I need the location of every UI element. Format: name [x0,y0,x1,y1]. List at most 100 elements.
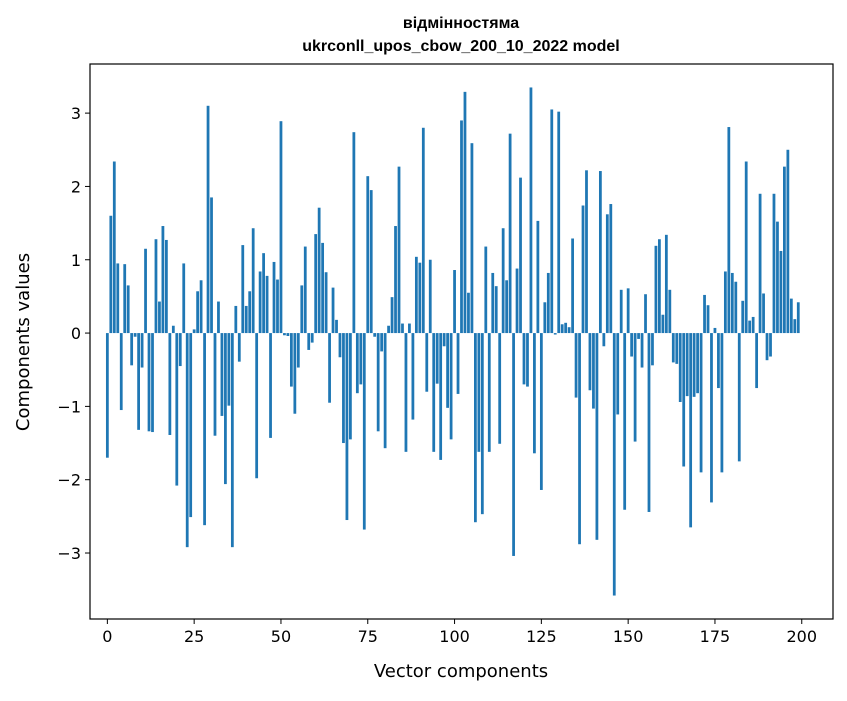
bar-component-71 [352,132,356,334]
bar-component-195 [783,166,786,334]
bar-component-16 [161,226,165,334]
bar-component-150 [626,288,630,334]
bar-component-110 [487,333,491,452]
bar-component-63 [324,272,328,334]
bar-component-87 [408,323,411,334]
bar-component-163 [671,333,675,363]
x-tick-label: 150 [613,627,644,646]
bar-component-139 [588,333,592,391]
bar-component-96 [439,333,443,460]
bar-component-35 [227,333,231,406]
bar-component-170 [696,333,699,394]
bar-component-177 [720,333,724,473]
bar-component-193 [776,221,779,334]
bar-component-26 [196,291,200,334]
bar-component-127 [546,272,550,334]
y-tick-label: 1 [71,251,81,270]
bar-component-37 [234,305,238,334]
bar-component-134 [571,238,574,334]
x-axis-label: Vector components [374,661,548,682]
bar-component-88 [411,333,415,420]
bar-component-14 [154,239,158,334]
bar-component-61 [317,207,321,334]
bar-component-129 [553,333,557,335]
bar-component-173 [706,305,710,334]
bar-component-7 [130,333,134,366]
bar-component-85 [401,323,404,334]
bar-component-1 [109,215,113,334]
bar-component-122 [529,87,533,334]
bar-component-189 [762,293,765,334]
bar-component-41 [248,291,252,334]
bar-component-188 [758,193,762,334]
bar-component-20 [175,333,179,486]
bar-component-179 [727,127,731,334]
bar-component-28 [203,333,206,526]
bar-component-82 [390,297,394,334]
bar-component-107 [477,333,481,452]
bar-component-112 [494,286,498,334]
x-tick-label: 125 [526,627,557,646]
bar-component-104 [467,292,470,334]
bar-component-197 [789,298,793,334]
bar-component-66 [335,319,338,334]
bar-component-140 [592,333,595,409]
bar-component-191 [769,333,772,357]
bar-component-58 [307,333,311,350]
bar-component-10 [140,333,144,368]
bars-group [105,87,800,596]
bar-component-98 [446,333,449,408]
bar-component-31 [213,333,217,436]
bar-component-13 [151,333,154,433]
bar-component-34 [224,333,227,485]
bar-component-76 [369,190,373,334]
bar-component-99 [449,333,453,440]
bar-component-190 [765,333,769,361]
bar-component-52 [286,333,290,336]
bar-component-147 [616,333,620,415]
x-tick-label: 200 [786,627,817,646]
bar-component-196 [786,149,790,334]
bar-component-68 [342,333,345,444]
bar-component-25 [192,329,196,334]
bar-component-86 [404,333,408,452]
bar-component-165 [678,333,682,402]
x-tick-label: 25 [184,627,204,646]
bar-component-158 [654,245,658,334]
bar-component-157 [651,333,654,366]
bar-component-185 [748,320,752,334]
bar-component-184 [744,161,748,334]
bar-component-166 [682,333,686,467]
bar-component-117 [512,333,515,556]
bar-component-67 [338,333,342,358]
bar-component-167 [685,333,689,397]
bar-component-164 [675,333,679,364]
bar-component-27 [199,280,203,334]
bar-component-55 [296,333,300,368]
bar-component-130 [557,111,561,334]
bar-component-106 [474,333,477,523]
chart-title-line1: відмінностяма [403,15,519,32]
bar-component-60 [314,234,318,334]
plot-area-frame [89,63,834,620]
bar-component-118 [515,268,519,334]
bar-component-97 [442,333,446,347]
bar-component-64 [328,333,331,403]
bar-component-0 [105,333,109,458]
x-tick-label: 50 [271,627,291,646]
bar-component-174 [710,333,713,503]
bar-component-137 [581,205,585,334]
bar-component-198 [793,319,797,334]
bar-component-141 [595,333,599,540]
bar-component-148 [619,289,623,334]
bar-component-161 [664,234,668,334]
bar-component-143 [602,333,606,347]
bar-component-91 [421,127,425,334]
bar-component-145 [609,204,613,334]
bar-component-73 [359,333,363,385]
bar-component-9 [137,333,140,430]
bar-component-192 [772,193,776,334]
bar-component-144 [605,214,609,334]
bar-component-105 [470,143,474,334]
